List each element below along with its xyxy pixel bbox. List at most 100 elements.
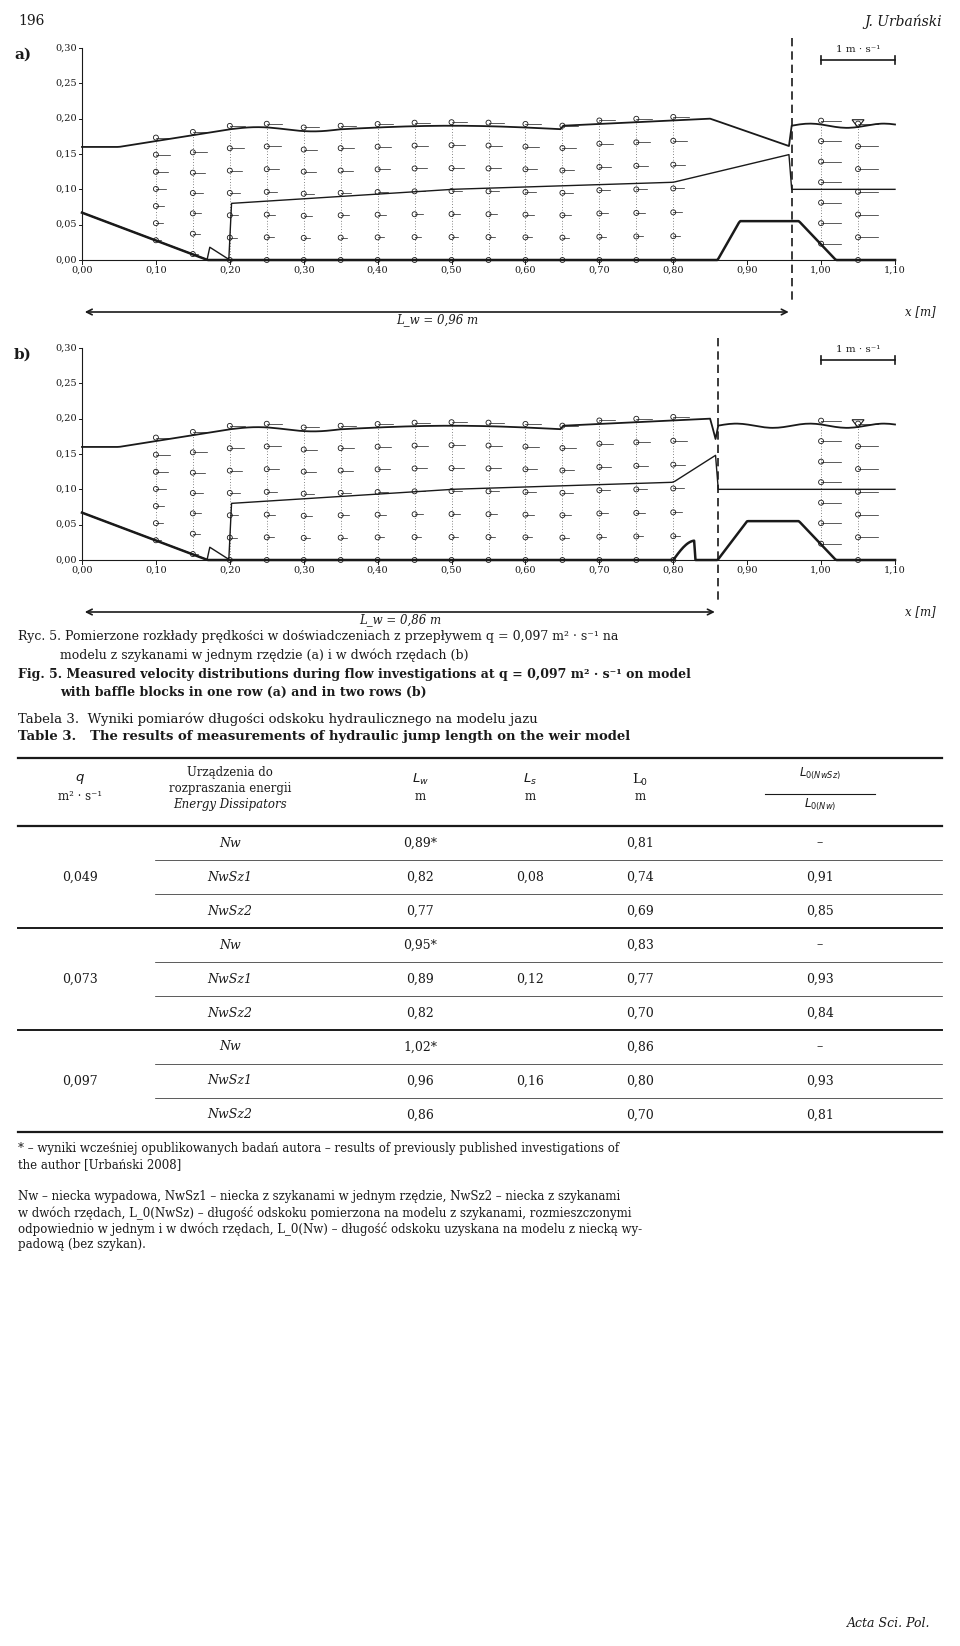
- Text: –: –: [817, 836, 823, 849]
- Text: x [m]: x [m]: [905, 306, 936, 318]
- Text: 0,60: 0,60: [515, 267, 537, 275]
- Text: w dwóch rzędach, L_0(NwSz) – długość odskoku pomierzona na modelu z szykanami, r: w dwóch rzędach, L_0(NwSz) – długość ods…: [18, 1207, 632, 1220]
- Text: 0,20: 0,20: [56, 114, 77, 123]
- Text: Nw: Nw: [219, 938, 241, 951]
- Text: 0,049: 0,049: [62, 871, 98, 884]
- Text: 1 m · s⁻¹: 1 m · s⁻¹: [836, 44, 880, 54]
- Text: 0,80: 0,80: [662, 566, 684, 574]
- Text: 0,20: 0,20: [219, 267, 241, 275]
- Text: 0,95*: 0,95*: [403, 938, 437, 951]
- Text: 1,00: 1,00: [810, 267, 832, 275]
- Text: NwSz2: NwSz2: [207, 905, 252, 917]
- Text: 0,30: 0,30: [293, 566, 315, 574]
- Text: 0,85: 0,85: [806, 905, 834, 917]
- Text: 0,40: 0,40: [367, 267, 389, 275]
- Text: 1,02*: 1,02*: [403, 1040, 437, 1053]
- Text: 0,82: 0,82: [406, 1006, 434, 1019]
- Text: 0,15: 0,15: [56, 449, 77, 459]
- Text: 0,50: 0,50: [441, 267, 463, 275]
- Text: $L_w$: $L_w$: [412, 772, 428, 787]
- Text: 0,70: 0,70: [588, 566, 611, 574]
- Text: 1 m · s⁻¹: 1 m · s⁻¹: [836, 346, 880, 354]
- Text: 0,40: 0,40: [367, 566, 389, 574]
- Text: 0,00: 0,00: [71, 566, 93, 574]
- Text: 0,05: 0,05: [56, 520, 77, 528]
- Text: Urządzenia do: Urządzenia do: [187, 765, 273, 779]
- Text: 0,20: 0,20: [219, 566, 241, 574]
- Text: 0,96: 0,96: [406, 1075, 434, 1088]
- Text: 0,00: 0,00: [56, 255, 77, 265]
- Text: Table 3.   The results of measurements of hydraulic jump length on the weir mode: Table 3. The results of measurements of …: [18, 729, 631, 742]
- Text: 0,86: 0,86: [626, 1040, 654, 1053]
- Text: 1,10: 1,10: [884, 566, 906, 574]
- Text: a): a): [14, 48, 31, 63]
- Text: 1,10: 1,10: [884, 267, 906, 275]
- Text: $L_s$: $L_s$: [523, 772, 537, 787]
- Text: NwSz1: NwSz1: [207, 1075, 252, 1088]
- Text: 0,25: 0,25: [56, 379, 77, 388]
- Text: 0,89*: 0,89*: [403, 836, 437, 849]
- Text: 0,30: 0,30: [293, 267, 315, 275]
- Text: Nw: Nw: [219, 1040, 241, 1053]
- Text: 196: 196: [18, 15, 44, 28]
- Text: 0,70: 0,70: [626, 1006, 654, 1019]
- Text: $L_{0(Nw)}$: $L_{0(Nw)}$: [804, 797, 836, 813]
- Text: 0,81: 0,81: [626, 836, 654, 849]
- Text: 0,69: 0,69: [626, 905, 654, 917]
- Text: 0,10: 0,10: [145, 566, 167, 574]
- Text: NwSz2: NwSz2: [207, 1108, 252, 1121]
- Text: rozpraszania energii: rozpraszania energii: [169, 782, 291, 795]
- Text: x [m]: x [m]: [905, 606, 936, 619]
- Text: * – wyniki wcześniej opublikowanych badań autora – results of previously publish: * – wyniki wcześniej opublikowanych bada…: [18, 1142, 619, 1155]
- Text: 0,00: 0,00: [56, 555, 77, 565]
- Text: 0,80: 0,80: [662, 267, 684, 275]
- Text: 0,80: 0,80: [626, 1075, 654, 1088]
- Text: 0,77: 0,77: [626, 973, 654, 986]
- Text: m² · s⁻¹: m² · s⁻¹: [58, 790, 102, 803]
- Text: 0,30: 0,30: [56, 43, 77, 53]
- Text: 0,16: 0,16: [516, 1075, 544, 1088]
- Text: m: m: [524, 790, 536, 803]
- Text: $q$: $q$: [75, 772, 84, 787]
- Text: 0,82: 0,82: [406, 871, 434, 884]
- Text: 0,83: 0,83: [626, 938, 654, 951]
- Text: Energy Dissipators: Energy Dissipators: [173, 798, 287, 811]
- Text: 0,81: 0,81: [806, 1108, 834, 1121]
- Text: Acta Sci. Pol.: Acta Sci. Pol.: [847, 1616, 930, 1630]
- Text: NwSz1: NwSz1: [207, 973, 252, 986]
- Text: 0,86: 0,86: [406, 1108, 434, 1121]
- Text: m: m: [415, 790, 425, 803]
- Text: 0,097: 0,097: [62, 1075, 98, 1088]
- Text: 0,90: 0,90: [736, 267, 758, 275]
- Text: 0,74: 0,74: [626, 871, 654, 884]
- Text: L_w = 0,96 m: L_w = 0,96 m: [396, 313, 478, 326]
- Text: 0,05: 0,05: [56, 221, 77, 229]
- Text: 0,073: 0,073: [62, 973, 98, 986]
- Text: 0,84: 0,84: [806, 1006, 834, 1019]
- Text: –: –: [817, 1040, 823, 1053]
- Text: 0,70: 0,70: [588, 267, 611, 275]
- Text: 0,20: 0,20: [56, 415, 77, 423]
- Text: 0,70: 0,70: [626, 1108, 654, 1121]
- Text: Tabela 3.  Wyniki pomiarów długości odskoku hydraulicznego na modelu jazu: Tabela 3. Wyniki pomiarów długości odsko…: [18, 713, 538, 726]
- Text: 0,10: 0,10: [56, 486, 77, 494]
- Text: 0,77: 0,77: [406, 905, 434, 917]
- Text: 0,30: 0,30: [56, 344, 77, 352]
- Text: 1,00: 1,00: [810, 566, 832, 574]
- Text: NwSz1: NwSz1: [207, 871, 252, 884]
- Text: 0,50: 0,50: [441, 566, 463, 574]
- Text: padową (bez szykan).: padową (bez szykan).: [18, 1238, 146, 1251]
- Text: 0,15: 0,15: [56, 150, 77, 158]
- Text: 0,10: 0,10: [56, 184, 77, 194]
- Text: J. Urbański: J. Urbański: [864, 15, 942, 28]
- Text: odpowiednio w jednym i w dwóch rzędach, L_0(Nw) – długość odskoku uzyskana na mo: odpowiednio w jednym i w dwóch rzędach, …: [18, 1221, 642, 1236]
- Text: modelu z szykanami w jednym rzędzie (a) i w dwóch rzędach (b): modelu z szykanami w jednym rzędzie (a) …: [60, 649, 468, 662]
- Text: Ryc. 5. Pomierzone rozkłady prędkości w doświadczeniach z przepływem q = 0,097 m: Ryc. 5. Pomierzone rozkłady prędkości w …: [18, 630, 618, 644]
- Text: 0,93: 0,93: [806, 1075, 834, 1088]
- Text: 0,90: 0,90: [736, 566, 758, 574]
- Text: 0,93: 0,93: [806, 973, 834, 986]
- Text: NwSz2: NwSz2: [207, 1006, 252, 1019]
- Text: 0,60: 0,60: [515, 566, 537, 574]
- Text: L$_0$: L$_0$: [632, 772, 648, 788]
- Text: Nw – niecka wypadowa, NwSz1 – niecka z szykanami w jednym rzędzie, NwSz2 – nieck: Nw – niecka wypadowa, NwSz1 – niecka z s…: [18, 1190, 620, 1203]
